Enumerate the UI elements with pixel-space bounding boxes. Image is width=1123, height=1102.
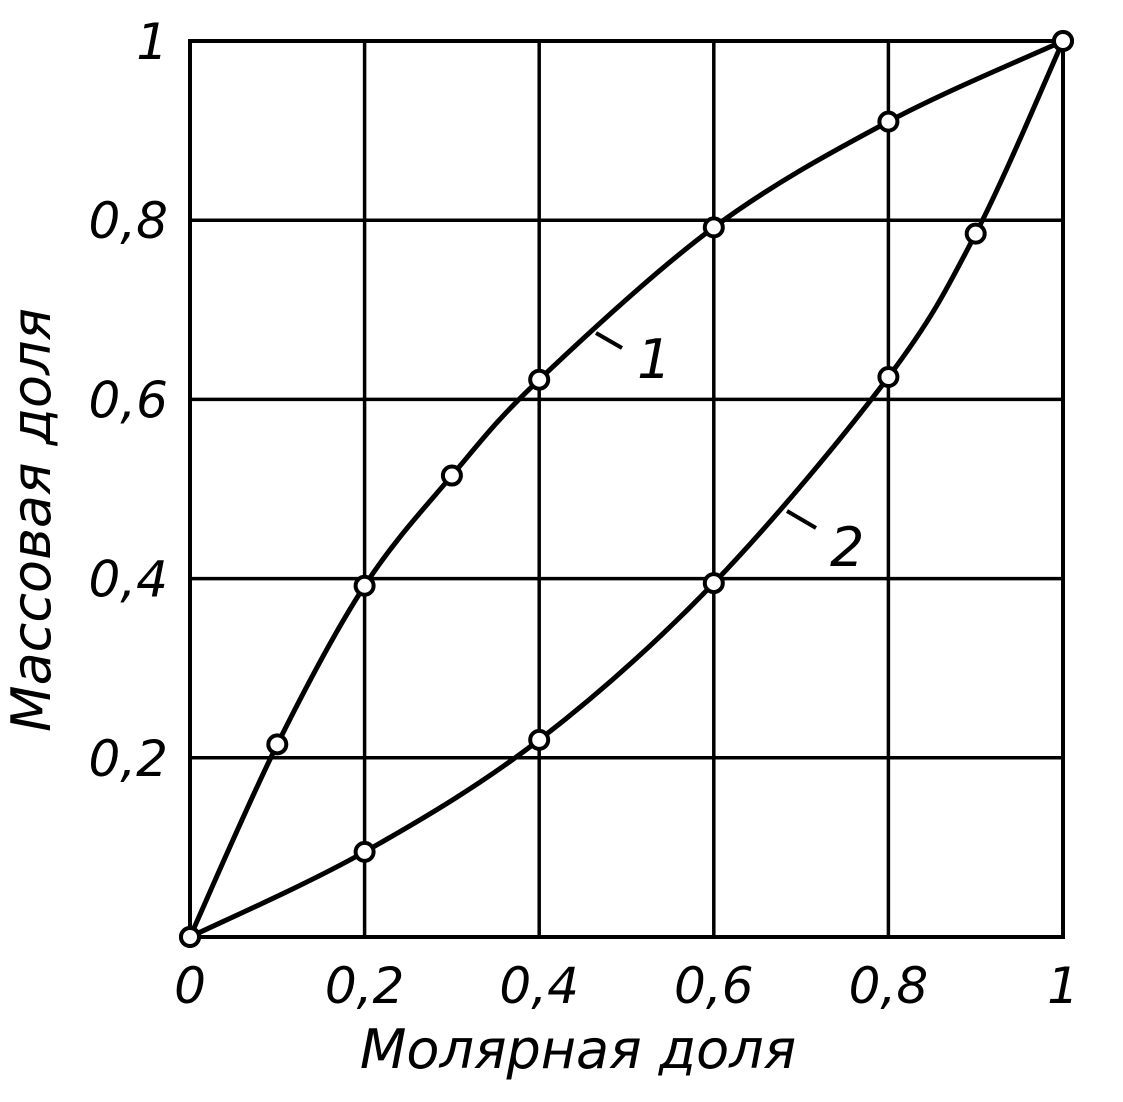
data-point-s1-5 (702, 216, 725, 239)
y-tick-label-1: 0,4 (88, 551, 168, 609)
markers (179, 30, 1074, 948)
data-point-s2-6 (1052, 30, 1074, 52)
y-tick-label-4: 1 (136, 13, 168, 71)
data-point-s2-5 (964, 222, 987, 245)
grid (190, 41, 1063, 937)
series-line-1 (187, 38, 1066, 940)
y-axis-title: Массовая доля (0, 308, 63, 732)
x-tick-label-2: 0,4 (499, 957, 579, 1015)
data-point-s1-4 (528, 368, 551, 391)
data-point-s2-3 (702, 572, 725, 595)
x-tick-label-4: 0,8 (849, 957, 929, 1015)
x-axis-title: Молярная доля (360, 1018, 796, 1081)
x-tick-label-3: 0,6 (674, 957, 754, 1015)
data-point-s1-2 (353, 574, 376, 597)
data-point-s2-4 (877, 366, 900, 388)
x-tick-label-0: 0 (174, 957, 206, 1015)
plot-frame (188, 39, 1065, 939)
x-tick-label-1: 0,2 (325, 957, 405, 1015)
series-label-2: 2 (830, 516, 864, 579)
series-leaders (595, 331, 818, 530)
y-tick-labels: 0,2 0,4 0,6 0,8 1 (88, 13, 168, 788)
leader-line-2 (785, 509, 818, 530)
series-label-1: 1 (637, 328, 671, 391)
data-point-s1-1 (266, 733, 289, 756)
curves (187, 38, 1066, 940)
data-point-s1-3 (440, 464, 463, 487)
x-tick-labels: 0 0,2 0,4 0,6 0,8 1 (174, 957, 1079, 1015)
y-tick-label-2: 0,6 (88, 371, 168, 429)
y-tick-label-0: 0,2 (88, 730, 168, 788)
x-tick-label-5: 1 (1047, 957, 1079, 1015)
leader-line-1 (595, 331, 623, 350)
series-line-2 (187, 38, 1066, 940)
data-point-s2-1 (353, 840, 376, 863)
y-tick-label-3: 0,8 (88, 192, 168, 250)
data-point-s2-0 (179, 926, 201, 948)
data-point-s2-2 (528, 728, 551, 751)
data-point-s1-6 (877, 110, 900, 133)
